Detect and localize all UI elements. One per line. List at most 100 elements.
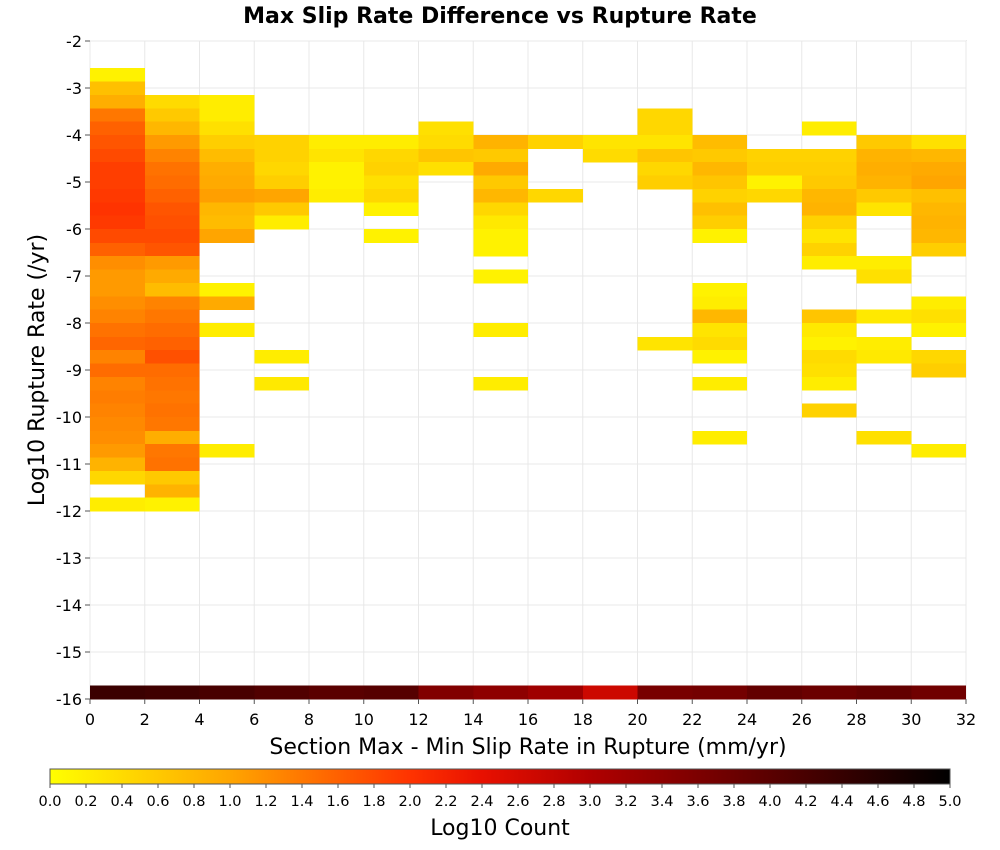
heatmap-cell [144, 282, 200, 297]
heatmap-cell [856, 349, 912, 364]
colorbar-tick-label: 3.0 [578, 794, 601, 810]
x-axis-ticks: 0 2 4 6 8 10 12 14 16 18 20 22 24 26 28 30 32 [85, 699, 976, 729]
heatmap-cell [90, 363, 145, 378]
heatmap-cell [692, 430, 747, 445]
heatmap-cell [144, 363, 200, 378]
heatmap-cell [801, 363, 857, 378]
y-tick-label: -9 [66, 361, 82, 380]
heatmap-cell [199, 188, 255, 203]
heatmap-cell [199, 229, 255, 243]
heatmap-cell [911, 323, 966, 337]
colorbar-tick-label: 0.4 [110, 794, 133, 810]
colorbar-tick-label: 2.4 [470, 794, 493, 810]
heatmap-cell [90, 175, 145, 190]
heatmap-cell [363, 161, 419, 176]
heatmap-cell [144, 349, 200, 364]
heatmap-cell [144, 336, 200, 351]
heatmap-cell [363, 148, 419, 163]
heatmap-cell [254, 215, 309, 230]
heatmap-cell [254, 148, 309, 163]
heatmap-cell [528, 188, 583, 203]
heatmap-cell [144, 242, 200, 257]
heatmap-cell [90, 443, 145, 458]
heatmap-cell [801, 121, 857, 136]
x-tick-label: 2 [140, 710, 150, 729]
colorbar-tick-label: 4.2 [794, 794, 817, 810]
heatmap-cell [363, 685, 419, 700]
heatmap-cell [856, 336, 912, 351]
heatmap-cell [90, 121, 145, 136]
y-tick-label: -8 [66, 314, 82, 333]
heatmap-cell [144, 135, 200, 149]
heatmap-cell [801, 175, 857, 190]
colorbar-tick-label: 4.0 [758, 794, 781, 810]
heatmap-cell [418, 135, 474, 149]
heatmap-cell [199, 121, 255, 136]
heatmap-cell [582, 685, 638, 700]
heatmap-cell [144, 269, 200, 284]
heatmap-cell [144, 94, 200, 109]
heatmap-cell [90, 242, 145, 257]
heatmap-cell [528, 135, 583, 149]
heatmap-cell [90, 94, 145, 109]
heatmap-cell [90, 309, 145, 324]
heatmap-cell [856, 255, 912, 270]
heatmap-cell [801, 229, 857, 243]
heatmap-cell [90, 188, 145, 203]
heatmap-cell [911, 202, 966, 217]
heatmap-cell [911, 148, 966, 163]
heatmap-cell [637, 121, 693, 136]
colorbar-tick-label: 1.6 [326, 794, 349, 810]
heatmap-cell [911, 229, 966, 243]
heatmap-cell [911, 215, 966, 230]
heatmap-cell [254, 188, 309, 203]
x-tick-label: 20 [627, 710, 647, 729]
heatmap-cell [90, 229, 145, 243]
colorbar-tick-label: 0.6 [146, 794, 169, 810]
heatmap-cell [144, 457, 200, 472]
heatmap-cell [144, 403, 200, 418]
y-axis-ticks: -2 -3 -4 -5 -6 -7 -8 -9 -10 -11 -12 -13 -14 -15 -16 [56, 32, 90, 709]
heatmap-cell [911, 242, 966, 257]
heatmap-cell [473, 376, 528, 391]
heatmap-cell [637, 685, 693, 700]
heatmap-cell [144, 202, 200, 217]
chart-title: Max Slip Rate Difference vs Rupture Rate [243, 4, 757, 29]
heatmap-cell [199, 135, 255, 149]
x-tick-label: 22 [682, 710, 702, 729]
heatmap-cell [90, 685, 145, 700]
heatmap-cell [144, 121, 200, 136]
x-tick-label: 0 [85, 710, 95, 729]
heatmap-cell [473, 685, 528, 700]
colorbar-tick-label: 0.2 [74, 794, 97, 810]
heatmap-cell [199, 175, 255, 190]
x-tick-label: 18 [573, 710, 593, 729]
colorbar-tick-label: 2.6 [506, 794, 529, 810]
x-tick-label: 28 [846, 710, 866, 729]
heatmap-cell [747, 175, 802, 190]
heatmap-cell [801, 336, 857, 351]
colorbar-tick-label: 2.0 [398, 794, 421, 810]
heatmap-cell [692, 229, 747, 243]
y-tick-label: -10 [56, 408, 82, 427]
y-tick-label: -4 [66, 126, 82, 145]
heatmap-cell [911, 135, 966, 149]
heatmap-cell [692, 161, 747, 176]
heatmap-cell [911, 188, 966, 203]
colorbar-tick-label: 4.4 [830, 794, 853, 810]
heatmap-cell [473, 229, 528, 243]
heatmap-cell [856, 161, 912, 176]
heatmap-cell [144, 390, 200, 405]
x-axis-label: Section Max - Min Slip Rate in Rupture (… [269, 735, 786, 760]
heatmap-cell [473, 175, 528, 190]
heatmap-cell [692, 175, 747, 190]
y-tick-label: -14 [56, 596, 82, 615]
y-tick-label: -7 [66, 267, 82, 286]
heatmap-cell [692, 282, 747, 297]
heatmap-cell [856, 430, 912, 445]
colorbar-tick-label: 1.4 [290, 794, 313, 810]
x-tick-label: 14 [463, 710, 483, 729]
heatmap-cell [801, 188, 857, 203]
heatmap-cell [473, 188, 528, 203]
colorbar-tick-label: 1.8 [362, 794, 385, 810]
